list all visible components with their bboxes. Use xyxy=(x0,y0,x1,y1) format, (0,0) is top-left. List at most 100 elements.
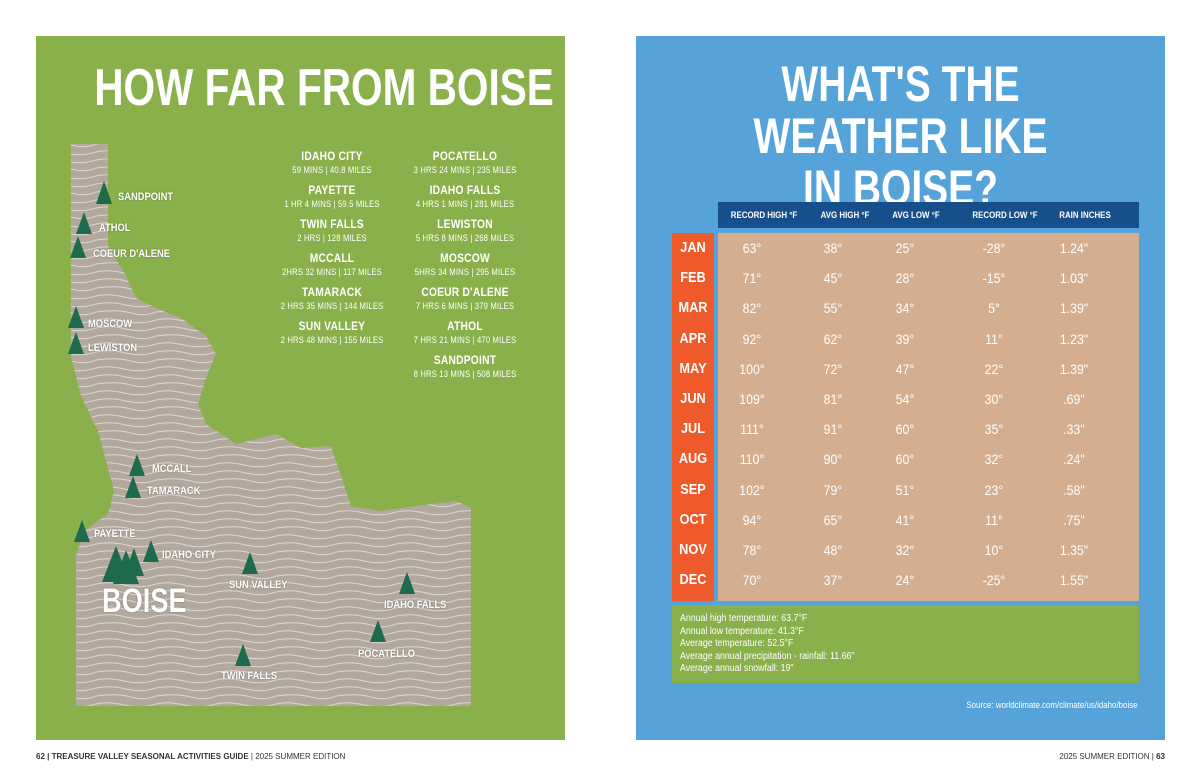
table-cell: 10° xyxy=(984,542,1004,558)
pine-tree-icon xyxy=(68,306,84,328)
table-cell: 65° xyxy=(823,511,843,528)
table-cell: 54° xyxy=(895,391,915,407)
distance-item: COEUR D'ALENE 7 HRS 6 MINS | 379 MILES xyxy=(415,285,515,311)
pine-tree-icon xyxy=(70,236,86,258)
table-cell: 30° xyxy=(984,391,1004,407)
table-cell: 1.39" xyxy=(1059,300,1089,317)
table-cell: 1.35" xyxy=(1059,542,1089,558)
table-cell: 60° xyxy=(895,421,915,438)
table-cell: 11° xyxy=(985,511,1003,528)
table-cell: 47° xyxy=(895,360,915,377)
table-cell: 39° xyxy=(895,330,915,347)
month-label: FEB xyxy=(680,269,706,287)
month-label: AUG xyxy=(678,450,708,468)
pine-tree-icon xyxy=(399,572,415,594)
table-cell: 51° xyxy=(895,481,915,498)
summary-precipitation: Average annual precipitation - rainfall:… xyxy=(680,650,855,662)
table-cell: 79° xyxy=(823,481,843,498)
table-cell: .24" xyxy=(1063,451,1085,468)
table-cell: 34° xyxy=(895,300,915,317)
distance-list-col2: POCATELLO 3 HRS 24 MINS | 235 MILES IDAHO… xyxy=(370,149,560,387)
table-cell: -25° xyxy=(982,572,1006,589)
map-label-coeur-dalene: COEUR D'ALENE xyxy=(93,248,171,260)
header-rain-inches: RAIN INCHES xyxy=(1059,210,1111,220)
table-cell: .69" xyxy=(1063,391,1085,407)
distance-item: SUN VALLEY 2 HRS 48 MINS | 155 MILES xyxy=(280,319,384,345)
table-cell: 62° xyxy=(823,330,843,347)
distance-item: TWIN FALLS 2 HRS | 128 MILES xyxy=(297,217,367,243)
table-cell: 82° xyxy=(742,300,762,317)
annual-summary-box: Annual high temperature: 63.7°F Annual l… xyxy=(672,605,1139,683)
table-cell: 70° xyxy=(742,572,762,589)
table-cell: 1.03" xyxy=(1059,270,1089,287)
header-avg-high: AVG HIGH °F xyxy=(820,210,870,220)
weather-table-body: 63° 38° 25° -28° 1.24" 71° 45° 28° -15° 1.03" 82° 5… xyxy=(718,233,1139,601)
pine-tree-icon xyxy=(68,332,84,354)
pine-tree-icon xyxy=(76,212,92,234)
table-cell: 24° xyxy=(895,572,915,589)
pine-tree-icon xyxy=(242,552,258,574)
table-cell: 94° xyxy=(742,511,762,528)
month-label: SEP xyxy=(680,480,706,498)
distance-item: ATHOL 7 HRS 21 MINS | 470 MILES xyxy=(413,319,517,345)
pine-tree-icon xyxy=(124,548,144,576)
table-cell: 60° xyxy=(895,451,915,468)
idaho-map xyxy=(68,144,471,706)
table-cell: 81° xyxy=(823,391,843,407)
table-cell: 1.24" xyxy=(1059,240,1089,256)
table-cell: 22° xyxy=(984,360,1004,377)
table-cell: 100° xyxy=(739,360,765,377)
table-cell: -15° xyxy=(982,270,1006,287)
map-label-tamarack: TAMARACK xyxy=(147,485,201,497)
map-label-athol: ATHOL xyxy=(99,222,131,234)
table-cell: 38° xyxy=(823,240,843,256)
distance-item: POCATELLO 3 HRS 24 MINS | 235 MILES xyxy=(413,149,517,175)
table-cell: 63° xyxy=(742,240,762,256)
header-record-high: RECORD HIGH °F xyxy=(730,210,798,220)
pine-tree-icon xyxy=(96,181,112,204)
table-cell: .33" xyxy=(1063,421,1085,438)
table-cell: 28° xyxy=(895,270,915,287)
pine-tree-icon xyxy=(129,454,145,476)
table-cell: 48° xyxy=(823,542,843,558)
table-cell: 91° xyxy=(823,421,843,438)
header-avg-low: AVG LOW °F xyxy=(892,210,940,220)
summary-average-temp: Average temperature: 52.5°F xyxy=(680,638,794,649)
distance-item: SANDPOINT 8 HRS 13 MINS | 508 MILES xyxy=(413,353,517,379)
left-page-panel: HOW FAR FROM BOISE IS... xyxy=(36,36,637,740)
table-cell: 71° xyxy=(742,270,762,287)
table-cell: 45° xyxy=(823,270,843,287)
month-label: JAN xyxy=(680,239,706,256)
table-cell: 37° xyxy=(823,572,843,589)
header-record-low: RECORD LOW °F xyxy=(972,210,1038,220)
map-trees xyxy=(68,181,415,666)
table-cell: 110° xyxy=(739,451,765,468)
month-label: APR xyxy=(679,329,707,347)
table-cell: 23° xyxy=(984,481,1004,498)
page-number-left: 62 xyxy=(36,752,45,761)
table-cell: 92° xyxy=(742,330,762,347)
table-cell: 102° xyxy=(739,481,765,498)
table-cell: 35° xyxy=(984,421,1004,438)
table-cell: 32° xyxy=(984,451,1004,468)
map-label-boise: BOISE xyxy=(102,582,187,620)
month-label: DEC xyxy=(679,571,707,589)
footer-left: 62 | TREASURE VALLEY SEASONAL ACTIVITIES… xyxy=(36,752,346,761)
month-label: MAR xyxy=(678,299,708,317)
distance-item: PAYETTE 1 HR 4 MINS | 59.5 MILES xyxy=(284,183,380,209)
map-label-mccall: MCCALL xyxy=(152,463,192,475)
table-cell: 1.39" xyxy=(1059,360,1089,377)
table-cell: 41° xyxy=(895,511,915,528)
month-label: JUL xyxy=(680,420,706,438)
distance-item: IDAHO CITY 59 MINS | 40.8 MILES xyxy=(292,149,372,175)
table-cell: 11° xyxy=(985,330,1003,347)
distance-item: IDAHO FALLS 4 HRS 1 MINS | 281 MILES xyxy=(415,183,515,209)
map-label-moscow: MOSCOW xyxy=(88,318,133,330)
map-label-idaho-city: IDAHO CITY xyxy=(162,549,217,561)
table-cell: 72° xyxy=(823,360,843,377)
table-cell: 55° xyxy=(823,300,843,317)
map-label-lewiston: LEWISTON xyxy=(88,342,138,354)
month-label: MAY xyxy=(679,359,707,377)
distance-item: MCCALL 2HRS 32 MINS | 117 MILES xyxy=(282,251,382,277)
table-cell: 109° xyxy=(739,391,765,407)
